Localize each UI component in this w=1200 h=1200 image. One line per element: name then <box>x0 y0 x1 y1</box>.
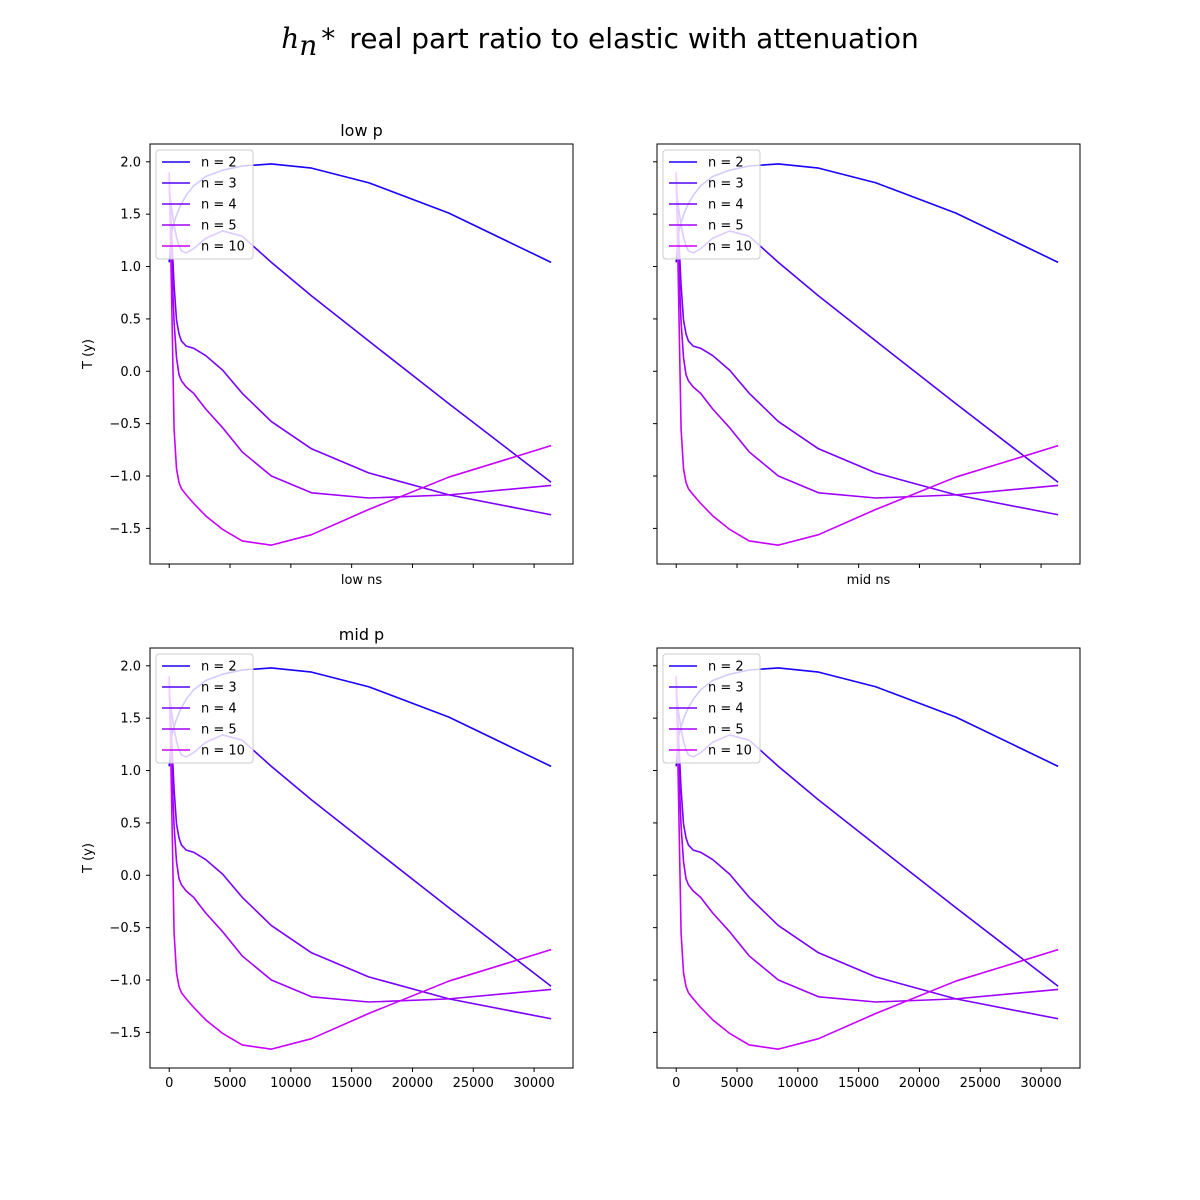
y-tick-label: −1.5 <box>109 1026 141 1041</box>
legend-label: n = 2 <box>201 156 237 171</box>
x-tick-label: 25000 <box>960 1076 1001 1091</box>
series-line-n-10 <box>168 676 552 1050</box>
series-line-n-4 <box>675 177 1059 516</box>
legend-label: n = 3 <box>708 681 744 696</box>
axes-frame <box>149 143 574 565</box>
x-tick-label: 30000 <box>1020 1076 1061 1091</box>
legend-label: n = 10 <box>201 744 245 759</box>
legend-label: n = 3 <box>201 177 237 192</box>
legend-label: n = 5 <box>708 723 744 738</box>
x-tick-label: 5000 <box>213 1076 246 1091</box>
y-tick-label: 1.5 <box>120 712 141 727</box>
x-axis-label: mid ns <box>847 573 891 588</box>
series-line-n-4 <box>168 177 552 516</box>
series-line-n-5 <box>168 174 552 499</box>
figure-title-math: h <box>281 22 299 55</box>
series-line-n-4 <box>675 681 1059 1020</box>
x-tick-label: 20000 <box>392 1076 433 1091</box>
y-tick-label: −0.5 <box>109 417 141 432</box>
y-tick-label: 1.5 <box>120 208 141 223</box>
series-line-n-10 <box>675 676 1059 1050</box>
subplot-3: 0 5000 10000 15000 20000 25000 30000 −1.5 −1.0 −0… <box>81 625 574 1091</box>
y-tick-label: 0.0 <box>120 365 141 380</box>
subplot-4: 0 5000 10000 15000 20000 25000 30000 n = 2 n = 3… <box>653 647 1081 1091</box>
subplot-title: low p <box>340 121 383 140</box>
legend-box <box>155 149 254 260</box>
y-tick-label: −1.0 <box>109 470 141 485</box>
x-tick-label: 15000 <box>838 1076 879 1091</box>
series-line-n-5 <box>675 174 1059 499</box>
y-axis-label: T (y) <box>81 339 96 370</box>
legend-label: n = 10 <box>708 240 752 255</box>
subplot-2: mid ns n = 2 n = 3 n = 4 n = 5 n = 10 <box>653 143 1081 588</box>
legend-label: n = 4 <box>708 702 744 717</box>
legend: n = 2 n = 3 n = 4 n = 5 n = 10 <box>155 653 254 764</box>
y-tick-label: −0.5 <box>109 921 141 936</box>
axes-frame <box>149 647 574 1069</box>
y-tick-label: 0.5 <box>120 312 141 327</box>
legend-label: n = 3 <box>708 177 744 192</box>
series-line-n-5 <box>675 678 1059 1003</box>
legend-label: n = 4 <box>201 702 237 717</box>
x-tick-label: 5000 <box>720 1076 753 1091</box>
series-line-n-10 <box>168 172 552 546</box>
legend-label: n = 5 <box>708 219 744 234</box>
legend-box <box>155 653 254 764</box>
legend: n = 2 n = 3 n = 4 n = 5 n = 10 <box>662 149 761 260</box>
series-line-n-5 <box>168 678 552 1003</box>
y-tick-label: 2.0 <box>120 155 141 170</box>
figure-title-text: real part ratio to elastic with attenuat… <box>349 22 919 55</box>
axes-frame <box>656 143 1081 565</box>
legend-label: n = 10 <box>201 240 245 255</box>
legend-label: n = 4 <box>708 198 744 213</box>
y-tick-label: 1.0 <box>120 260 141 275</box>
y-tick-label: −1.0 <box>109 974 141 989</box>
x-tick-label: 25000 <box>453 1076 494 1091</box>
legend-box <box>662 653 761 764</box>
x-tick-label: 15000 <box>331 1076 372 1091</box>
x-tick-label: 10000 <box>777 1076 818 1091</box>
figure-title-star: * <box>321 22 335 55</box>
x-tick-label: 0 <box>165 1076 173 1091</box>
x-axis-label: low ns <box>341 573 383 588</box>
legend-label: n = 2 <box>201 660 237 675</box>
y-tick-label: 0.5 <box>120 816 141 831</box>
x-tick-label: 10000 <box>270 1076 311 1091</box>
legend-label: n = 3 <box>201 681 237 696</box>
legend-label: n = 4 <box>201 198 237 213</box>
legend-label: n = 5 <box>201 723 237 738</box>
y-tick-label: 2.0 <box>120 659 141 674</box>
subplot-title: mid p <box>339 625 384 644</box>
figure-title-math-subscript: n <box>299 29 317 62</box>
subplot-1: −1.5 −1.0 −0.5 0.0 0.5 1.0 1.5 2.0 low p low ns T … <box>81 121 574 588</box>
y-tick-label: 0.0 <box>120 869 141 884</box>
legend-label: n = 2 <box>708 156 744 171</box>
series-line-n-10 <box>675 172 1059 546</box>
series-line-n-4 <box>168 681 552 1020</box>
legend: n = 2 n = 3 n = 4 n = 5 n = 10 <box>155 149 254 260</box>
subplot-grid: −1.5 −1.0 −0.5 0.0 0.5 1.0 1.5 2.0 low p low ns T … <box>81 121 1081 1091</box>
x-tick-label: 0 <box>672 1076 680 1091</box>
figure-title: hn * real part ratio to elastic with atten… <box>281 22 919 62</box>
y-tick-label: −1.5 <box>109 522 141 537</box>
legend-label: n = 2 <box>708 660 744 675</box>
legend-box <box>662 149 761 260</box>
y-tick-label: 1.0 <box>120 764 141 779</box>
legend-label: n = 10 <box>708 744 752 759</box>
axes-frame <box>656 647 1081 1069</box>
y-axis-label: T (y) <box>81 843 96 874</box>
x-tick-label: 20000 <box>899 1076 940 1091</box>
legend-label: n = 5 <box>201 219 237 234</box>
x-tick-label: 30000 <box>513 1076 554 1091</box>
legend: n = 2 n = 3 n = 4 n = 5 n = 10 <box>662 653 761 764</box>
